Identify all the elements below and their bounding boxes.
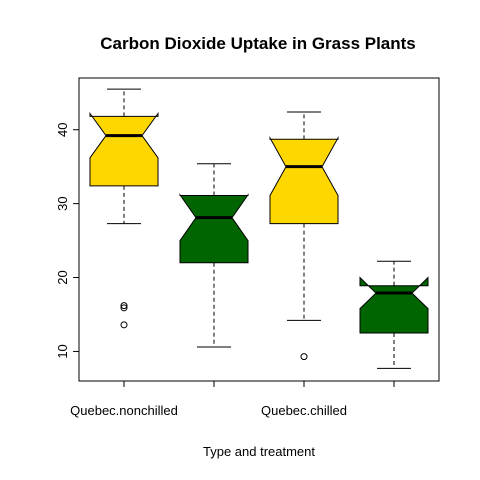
box-body (269, 135, 339, 225)
x-tick-label: Quebec.nonchilled (70, 403, 178, 418)
outlier-point (120, 321, 128, 329)
y-tick-label: 40 (55, 122, 70, 136)
box-body (359, 276, 429, 334)
box-body (179, 193, 249, 264)
x-axis: Quebec.nonchilled Quebec.chilled (70, 381, 395, 418)
y-tick-label: 30 (55, 196, 70, 210)
y-tick-label: 20 (55, 270, 70, 284)
outlier-point (300, 353, 308, 361)
outlier-point (120, 304, 128, 312)
y-tick-label: 10 (55, 344, 70, 358)
y-axis: 10 20 30 40 (55, 122, 79, 359)
plot-frame (78, 77, 440, 382)
box-body (89, 111, 159, 187)
x-axis-label: Type and treatment (203, 444, 315, 459)
chart-title: Carbon Dioxide Uptake in Grass Plants (100, 34, 416, 53)
outlier-point (120, 302, 128, 310)
boxes-group (89, 88, 429, 369)
x-tick-label: Quebec.chilled (261, 403, 347, 418)
